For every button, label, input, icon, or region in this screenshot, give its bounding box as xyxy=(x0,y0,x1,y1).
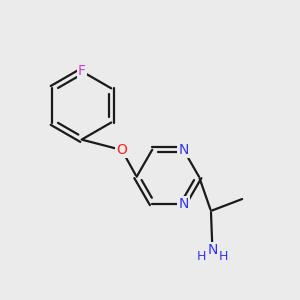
Text: N: N xyxy=(207,243,218,257)
Text: O: O xyxy=(116,143,127,157)
Text: N: N xyxy=(178,143,189,157)
Text: N: N xyxy=(178,197,189,211)
Text: H: H xyxy=(196,250,206,262)
Text: F: F xyxy=(78,64,86,78)
Text: H: H xyxy=(219,250,228,262)
